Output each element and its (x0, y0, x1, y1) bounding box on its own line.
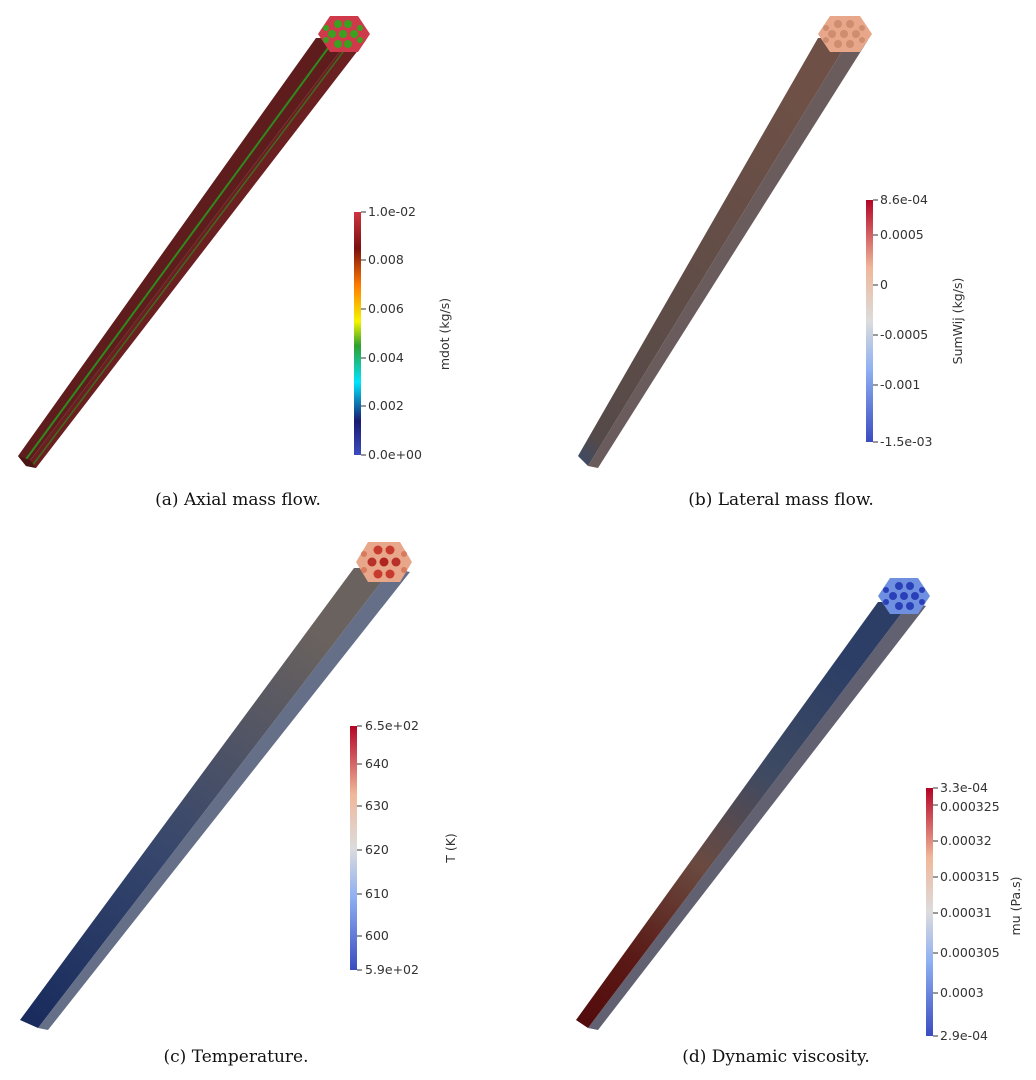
colorbar-d-tick-1: 0.000325 (940, 798, 1000, 814)
colorbar-ticks-c (357, 725, 362, 971)
colorbar-c-tick-5: 600 (365, 927, 389, 943)
colorbar-b-title: SumWij (kg/s) (949, 277, 965, 365)
panel-d: 3.3e-04 0.000325 0.00032 0.000315 0.0003… (518, 520, 1036, 1080)
colorbar-d-title: mu (Pa.s) (1007, 876, 1023, 936)
colorbar-a-tick-1: 0.008 (368, 251, 404, 267)
panel-b: 8.6e-04 0.0005 0 -0.0005 -0.001 -1.5e-03… (518, 0, 1036, 520)
rod-bundle-render-b (578, 16, 878, 468)
colorbar-ticks-a (361, 211, 366, 456)
colorbar-d-tick-3: 0.000315 (940, 868, 1000, 884)
colorbar-d (926, 788, 933, 1036)
rod-bundle-render-d (576, 578, 938, 1037)
colorbar-c-tick-0: 6.5e+02 (365, 717, 419, 733)
colorbar-c-tick-1: 640 (365, 755, 389, 771)
caption-d: (d) Dynamic viscosity. (682, 1047, 870, 1067)
subchannel-dots-d (883, 582, 925, 610)
colorbar-b-tick-2: 0 (880, 276, 888, 292)
colorbar-d-tick-0: 3.3e-04 (940, 779, 988, 795)
colorbar-c (350, 726, 357, 970)
caption-a: (a) Axial mass flow. (155, 490, 321, 510)
colorbar-b-tick-5: -1.5e-03 (880, 433, 933, 449)
colorbar-a (354, 212, 361, 455)
colorbar-c-tick-3: 620 (365, 841, 389, 857)
rod-bundle-render-a (18, 16, 370, 468)
colorbar-a-tick-3: 0.004 (368, 349, 404, 365)
caption-b: (b) Lateral mass flow. (688, 490, 874, 510)
panel-c: 6.5e+02 640 630 620 610 600 5.9e+02 T (K… (0, 520, 518, 1080)
colorbar-d-tick-4: 0.00031 (940, 904, 992, 920)
colorbar-b-tick-4: -0.001 (880, 376, 921, 392)
subchannel-dots-b (823, 20, 865, 48)
subchannel-dots-c (361, 545, 407, 579)
subchannel-dots-a (323, 20, 363, 48)
colorbar-b (866, 200, 873, 442)
colorbar-a-tick-0: 1.0e-02 (368, 203, 416, 219)
colorbar-a-tick-4: 0.002 (368, 397, 404, 413)
colorbar-ticks-d (933, 787, 938, 1037)
colorbar-d-tick-2: 0.00032 (940, 832, 992, 848)
colorbar-b-tick-3: -0.0005 (880, 326, 929, 342)
rod-bundle-render-c (20, 542, 412, 1030)
colorbar-a-tick-5: 0.0e+00 (368, 446, 422, 462)
colorbar-d-tick-7: 2.9e-04 (940, 1027, 988, 1043)
caption-c: (c) Temperature. (163, 1047, 309, 1067)
colorbar-a-tick-2: 0.006 (368, 300, 404, 316)
colorbar-d-tick-5: 0.000305 (940, 944, 1000, 960)
colorbar-d-tick-6: 0.0003 (940, 984, 984, 1000)
colorbar-c-tick-2: 630 (365, 797, 389, 813)
panel-a: 1.0e-02 0.008 0.006 0.004 0.002 0.0e+00 … (0, 0, 518, 520)
colorbar-c-tick-6: 5.9e+02 (365, 961, 419, 977)
colorbar-b-tick-0: 8.6e-04 (880, 191, 928, 207)
colorbar-b-tick-1: 0.0005 (880, 226, 924, 242)
colorbar-c-title: T (K) (442, 833, 458, 863)
colorbar-a-title: mdot (kg/s) (436, 297, 452, 371)
colorbar-ticks-b (873, 199, 878, 443)
colorbar-c-tick-4: 610 (365, 885, 389, 901)
